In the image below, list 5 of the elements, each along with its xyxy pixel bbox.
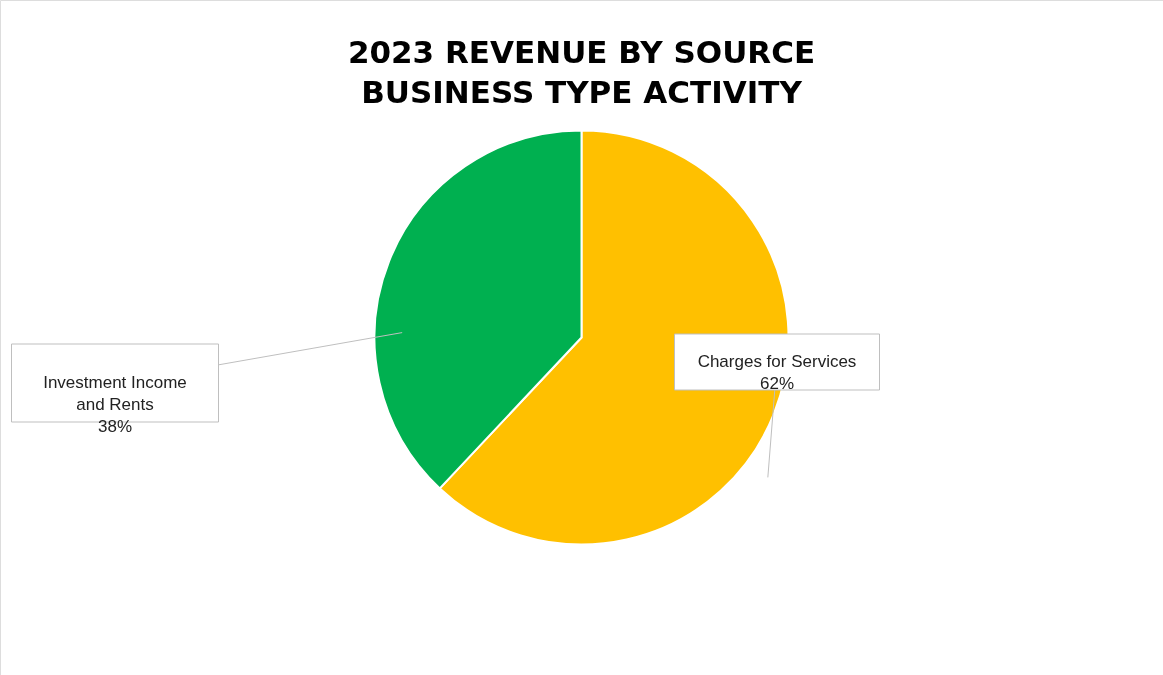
slice-label: Investment Income and Rents xyxy=(43,373,187,414)
data-label: 38% xyxy=(97,417,133,436)
slice-label: Charges for Services xyxy=(697,352,857,371)
data-label: 62% xyxy=(759,374,795,393)
chart-title: 2023 REVENUE BY SOURCE BUSINESS TYPE ACTIVITY xyxy=(347,34,816,110)
